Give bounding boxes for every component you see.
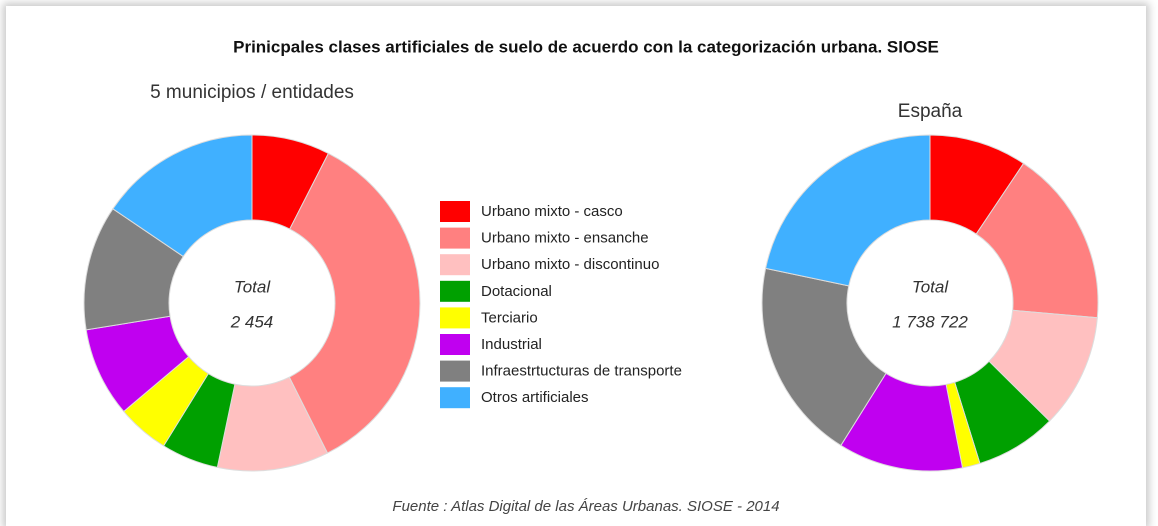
center-value: 1 738 722 [892,312,968,331]
donut-segment [975,162,1099,319]
legend-swatch [440,280,470,302]
legend-label: Urbano mixto - ensanche [481,230,649,247]
legend-label: Industrial [481,336,542,353]
legend-swatch [440,360,470,382]
legend-swatch [440,387,470,409]
legend-label: Dotacional [481,283,552,300]
donut-segment [765,134,931,287]
source: Fuente : Atlas Digital de las Áreas Urba… [392,498,779,515]
legend-swatch [440,254,470,276]
donut-segment [288,152,421,454]
legend-swatch [440,227,470,249]
legend-label: Otros artificiales [481,389,589,406]
donut-segment [761,267,887,447]
center-title: Total [234,277,271,296]
legend-label: Infraestrtucturas de transporte [481,363,682,380]
legend-swatch [440,334,470,355]
subtitle: España [898,101,963,122]
donut-segment [112,134,253,258]
legend-swatch [440,201,470,222]
legend-label: Urbano mixto - casco [481,203,623,220]
center-value: 2 454 [230,312,274,331]
legend-swatch [440,307,470,329]
chart-title: Prinicpales clases artificiales de suelo… [233,37,939,56]
subtitle: 5 municipios / entidades [150,82,354,103]
legend-label: Terciario [481,309,538,326]
legend-label: Urbano mixto - discontinuo [481,256,659,273]
center-title: Total [912,277,949,296]
